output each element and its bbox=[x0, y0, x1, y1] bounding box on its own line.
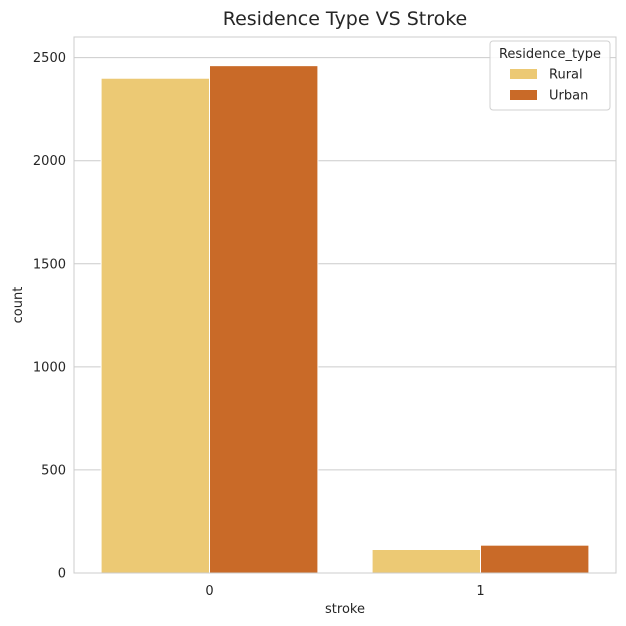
legend-swatch-urban bbox=[510, 90, 537, 100]
y-tick-label: 2000 bbox=[33, 154, 66, 169]
bar-urban-1 bbox=[480, 544, 590, 574]
y-tick-labels: 0 500 1000 1500 2000 2500 bbox=[33, 51, 66, 581]
legend-title: Residence_type bbox=[499, 47, 601, 62]
y-tick-label: 0 bbox=[58, 567, 66, 582]
bars bbox=[100, 65, 590, 574]
y-axis-label: count bbox=[11, 287, 26, 324]
x-axis-label: stroke bbox=[325, 602, 365, 617]
legend-items: Rural Urban bbox=[510, 68, 588, 104]
bar-urban-0 bbox=[209, 65, 319, 574]
bar-rural-0 bbox=[100, 77, 210, 574]
y-tick-label: 1000 bbox=[33, 360, 66, 375]
y-tick-label: 1500 bbox=[33, 257, 66, 272]
x-tick-label: 1 bbox=[476, 584, 484, 599]
y-tick-label: 500 bbox=[41, 463, 66, 478]
y-tick-label: 2500 bbox=[33, 51, 66, 66]
legend-label-rural: Rural bbox=[549, 68, 583, 83]
bar-rural-1 bbox=[371, 548, 482, 574]
x-tick-label: 0 bbox=[205, 584, 213, 599]
chart-title: Residence Type VS Stroke bbox=[223, 8, 468, 30]
legend-swatch-rural bbox=[510, 69, 537, 79]
plot-frame bbox=[73, 36, 617, 574]
legend-label-urban: Urban bbox=[549, 89, 588, 104]
legend: Residence_type Rural Urban bbox=[489, 40, 611, 111]
